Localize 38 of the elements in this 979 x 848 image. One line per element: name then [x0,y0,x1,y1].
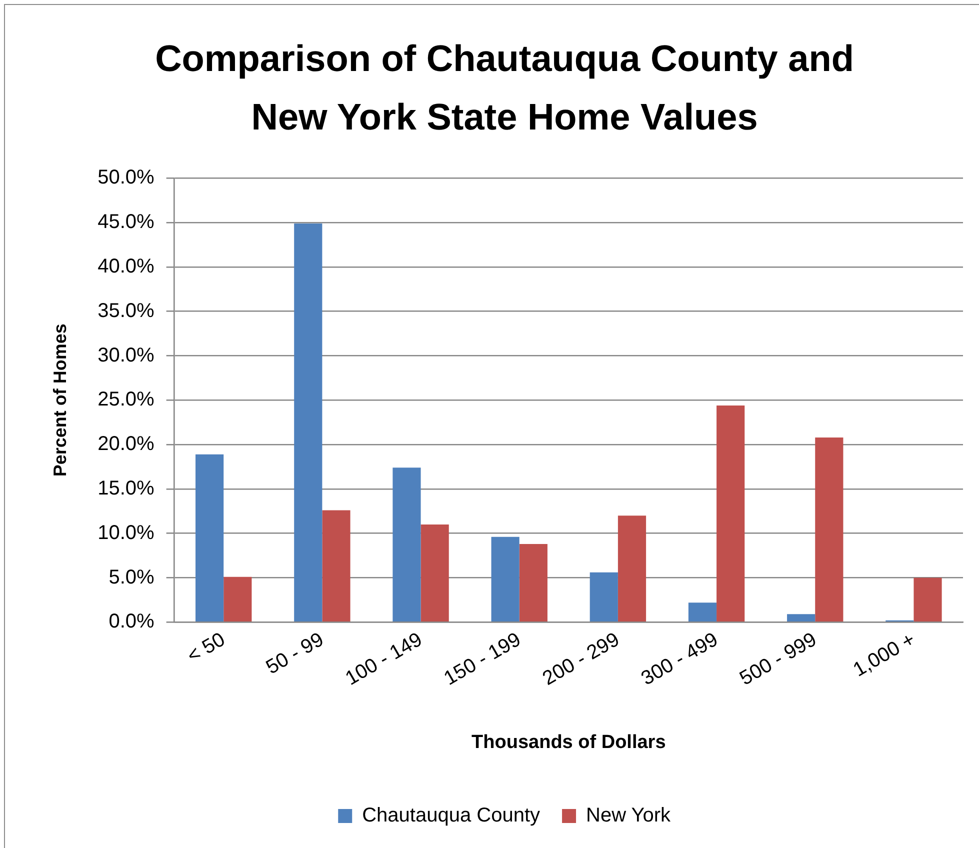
legend-label: Chautauqua County [362,804,540,827]
bar [196,454,224,622]
chart-title: Comparison of Chautauqua County and New York State Home Values [155,38,854,138]
y-tick-label: 50.0% [98,166,155,189]
x-tick-label: 300 - 499 [638,628,722,690]
bar [491,536,520,622]
bar [688,602,717,622]
y-tick-label: 15.0% [98,477,155,500]
bar [420,524,449,622]
y-tick-label: 5.0% [108,566,155,588]
bar [618,516,646,622]
y-tick-label: 0.0% [108,610,155,633]
y-tick-label: 45.0% [98,211,155,234]
bar [815,437,844,622]
legend-label: New York [586,804,672,827]
y-tick-label: 10.0% [98,522,155,544]
bar [590,572,618,622]
bar [716,406,745,622]
x-axis-title: Thousands of Dollars [472,732,666,753]
y-tick-label: 30.0% [98,344,155,366]
x-tick-label: < 50 [184,628,229,668]
bar [914,578,942,622]
y-axis-title: Percent of Homes [50,324,70,477]
y-tick-label: 25.0% [98,388,155,411]
x-tick-label: 150 - 199 [440,628,525,690]
y-tick-label: 35.0% [98,300,155,322]
x-tick-label: 100 - 149 [342,628,426,690]
bar [787,614,816,622]
x-tick-label: 50 - 99 [262,628,328,679]
bar [322,510,350,622]
x-tick-label: 500 - 999 [736,628,820,690]
y-tick-label: 20.0% [98,433,155,456]
bar [519,544,548,622]
bar [392,468,421,622]
y-tick-label: 40.0% [98,255,155,278]
bar [294,223,322,622]
bar [224,576,252,622]
x-tick-label: 200 - 299 [539,628,624,690]
